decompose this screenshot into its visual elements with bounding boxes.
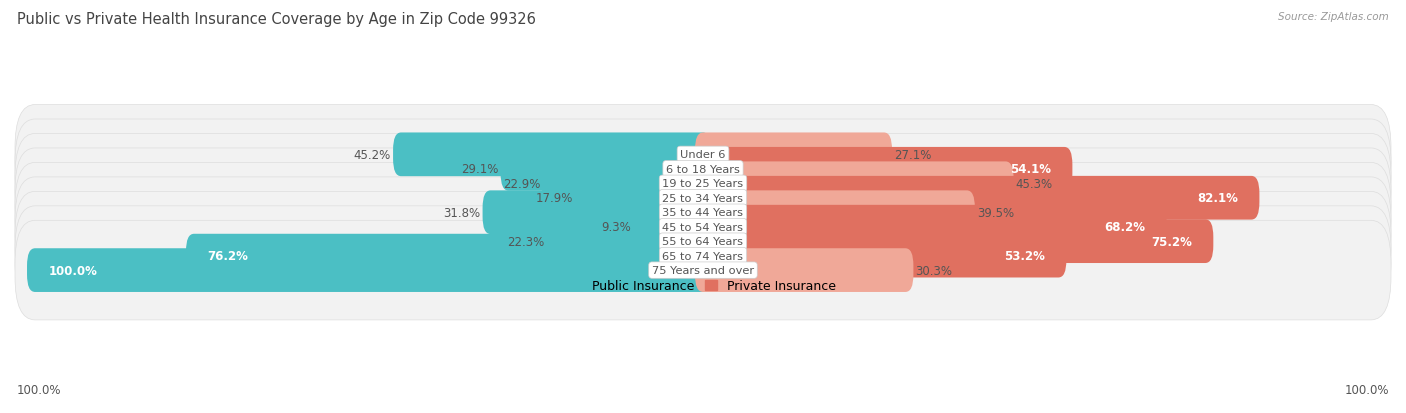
Text: Source: ZipAtlas.com: Source: ZipAtlas.com bbox=[1278, 12, 1389, 22]
Text: 45.2%: 45.2% bbox=[354, 148, 391, 161]
Text: 75 Years and over: 75 Years and over bbox=[652, 266, 754, 275]
Text: 68.2%: 68.2% bbox=[1104, 221, 1146, 234]
FancyBboxPatch shape bbox=[15, 105, 1391, 204]
FancyBboxPatch shape bbox=[15, 206, 1391, 306]
FancyBboxPatch shape bbox=[186, 234, 711, 278]
FancyBboxPatch shape bbox=[15, 134, 1391, 233]
Text: 65 to 74 Years: 65 to 74 Years bbox=[662, 251, 744, 261]
FancyBboxPatch shape bbox=[15, 178, 1391, 277]
FancyBboxPatch shape bbox=[15, 149, 1391, 248]
Text: 39.5%: 39.5% bbox=[977, 206, 1014, 219]
Text: 75.2%: 75.2% bbox=[1152, 235, 1192, 248]
FancyBboxPatch shape bbox=[575, 176, 711, 220]
Text: 100.0%: 100.0% bbox=[48, 264, 97, 277]
Text: 54.1%: 54.1% bbox=[1010, 163, 1052, 176]
FancyBboxPatch shape bbox=[501, 147, 711, 191]
FancyBboxPatch shape bbox=[15, 120, 1391, 219]
Text: 31.8%: 31.8% bbox=[443, 206, 481, 219]
FancyBboxPatch shape bbox=[546, 220, 711, 263]
Text: 6 to 18 Years: 6 to 18 Years bbox=[666, 164, 740, 174]
FancyBboxPatch shape bbox=[15, 221, 1391, 320]
FancyBboxPatch shape bbox=[394, 133, 711, 177]
FancyBboxPatch shape bbox=[543, 162, 711, 206]
Legend: Public Insurance, Private Insurance: Public Insurance, Private Insurance bbox=[567, 275, 839, 296]
FancyBboxPatch shape bbox=[482, 191, 711, 235]
Text: 100.0%: 100.0% bbox=[1344, 384, 1389, 396]
FancyBboxPatch shape bbox=[695, 234, 1066, 278]
Text: 45.3%: 45.3% bbox=[1015, 177, 1053, 190]
Text: 30.3%: 30.3% bbox=[915, 264, 952, 277]
Text: Under 6: Under 6 bbox=[681, 150, 725, 160]
Text: 100.0%: 100.0% bbox=[17, 384, 62, 396]
Text: 29.1%: 29.1% bbox=[461, 163, 499, 176]
Text: 22.3%: 22.3% bbox=[506, 235, 544, 248]
Text: 17.9%: 17.9% bbox=[536, 192, 574, 205]
FancyBboxPatch shape bbox=[695, 205, 1167, 249]
FancyBboxPatch shape bbox=[695, 191, 974, 235]
Text: 82.1%: 82.1% bbox=[1197, 192, 1239, 205]
Text: 45 to 54 Years: 45 to 54 Years bbox=[662, 222, 744, 232]
FancyBboxPatch shape bbox=[695, 220, 1213, 263]
Text: Public vs Private Health Insurance Coverage by Age in Zip Code 99326: Public vs Private Health Insurance Cover… bbox=[17, 12, 536, 27]
FancyBboxPatch shape bbox=[15, 192, 1391, 291]
Text: 19 to 25 Years: 19 to 25 Years bbox=[662, 179, 744, 189]
Text: 27.1%: 27.1% bbox=[894, 148, 931, 161]
FancyBboxPatch shape bbox=[695, 162, 1014, 206]
FancyBboxPatch shape bbox=[27, 249, 711, 292]
FancyBboxPatch shape bbox=[695, 176, 1260, 220]
Text: 9.3%: 9.3% bbox=[602, 221, 631, 234]
Text: 35 to 44 Years: 35 to 44 Years bbox=[662, 208, 744, 218]
Text: 55 to 64 Years: 55 to 64 Years bbox=[662, 237, 744, 247]
FancyBboxPatch shape bbox=[695, 249, 914, 292]
Text: 22.9%: 22.9% bbox=[502, 177, 540, 190]
FancyBboxPatch shape bbox=[695, 133, 891, 177]
Text: 53.2%: 53.2% bbox=[1004, 249, 1045, 263]
Text: 25 to 34 Years: 25 to 34 Years bbox=[662, 193, 744, 203]
FancyBboxPatch shape bbox=[633, 205, 711, 249]
Text: 76.2%: 76.2% bbox=[207, 249, 249, 263]
FancyBboxPatch shape bbox=[15, 163, 1391, 262]
FancyBboxPatch shape bbox=[695, 147, 1073, 191]
